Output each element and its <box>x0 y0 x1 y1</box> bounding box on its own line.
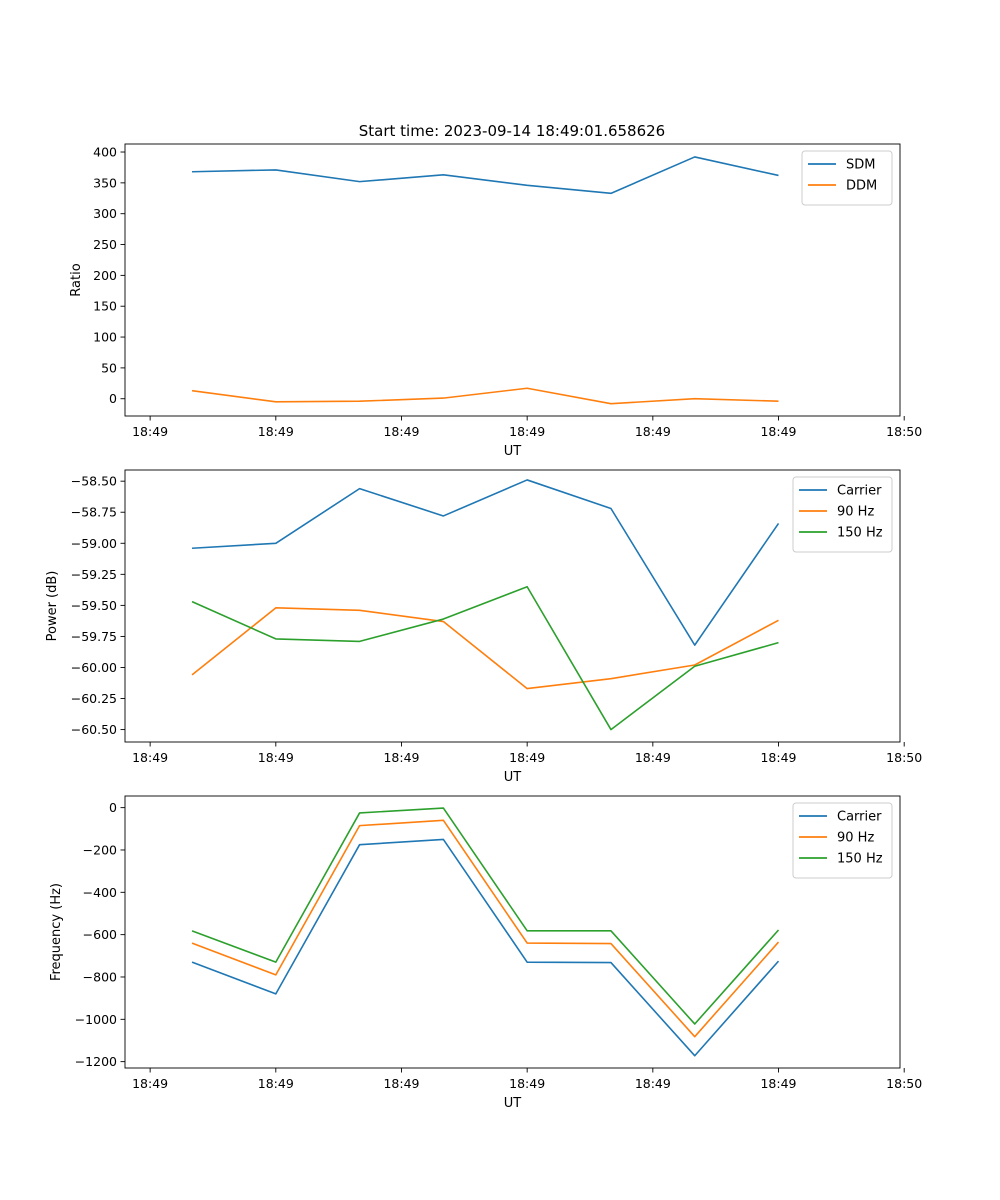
x-tick-label: 18:49 <box>760 750 796 765</box>
y-tick-label: 400 <box>93 145 117 160</box>
legend: Carrier 90 Hz 150 Hz <box>792 476 893 553</box>
y-tick-label: 350 <box>93 175 117 190</box>
series-line-carrier <box>191 838 780 1057</box>
x-axis-label: UT <box>504 444 522 459</box>
x-tick-label: 18:49 <box>509 1076 545 1091</box>
axes-frame <box>124 143 901 417</box>
series-line-sdm <box>192 156 779 195</box>
legend: Carrier 90 Hz 150 Hz <box>792 802 893 879</box>
axes-frame <box>124 795 901 1069</box>
x-tick-label: 18:49 <box>383 1076 419 1091</box>
y-tick-label: −200 <box>83 842 117 857</box>
y-tick-label: −600 <box>83 927 117 942</box>
y-tick-label: 50 <box>101 360 117 375</box>
y-tick-label: −1000 <box>75 1012 117 1027</box>
x-tick-label: 18:49 <box>132 1076 168 1091</box>
x-tick-label: 18:49 <box>258 1076 294 1091</box>
x-tick-label: 18:49 <box>760 424 796 439</box>
x-axis-label: UT <box>504 770 522 785</box>
x-tick-label: 18:49 <box>383 750 419 765</box>
x-tick-label: 18:49 <box>760 1076 796 1091</box>
legend-entry: Carrier <box>837 484 882 499</box>
series-line-carrier <box>191 479 780 646</box>
series-line-150-hz <box>191 585 779 731</box>
x-tick-label: 18:49 <box>635 1076 671 1091</box>
y-axis-label: Frequency (Hz) <box>49 883 64 981</box>
y-tick-label: 200 <box>93 268 117 283</box>
legend-entry: 150 Hz <box>837 852 883 867</box>
series-line-ddm <box>191 387 779 405</box>
y-tick-label: −800 <box>83 969 117 984</box>
x-tick-label: 18:50 <box>886 424 922 439</box>
y-tick-label: −58.50 <box>71 474 117 489</box>
y-tick-label: 300 <box>93 206 117 221</box>
legend-entry: DDM <box>846 179 877 194</box>
y-axis-label: Ratio <box>69 263 84 296</box>
legend-box <box>792 802 893 879</box>
y-tick-label: −400 <box>83 885 117 900</box>
y-tick-label: 150 <box>93 299 117 314</box>
series-line-90-hz <box>191 607 779 690</box>
y-tick-label: −60.00 <box>71 660 117 675</box>
y-tick-label: −59.25 <box>71 567 117 582</box>
legend-entry: 90 Hz <box>837 505 874 520</box>
y-tick-label: −59.75 <box>71 629 117 644</box>
x-tick-label: 18:50 <box>886 1076 922 1091</box>
y-tick-label: 100 <box>93 330 117 345</box>
chart-1: 18:49 18:49 18:49 18:49 18:49 18:49 18:50 UT 0 50… <box>69 143 922 459</box>
y-tick-label: −60.25 <box>71 691 117 706</box>
x-tick-label: 18:49 <box>132 424 168 439</box>
x-tick-label: 18:49 <box>635 750 671 765</box>
x-tick-label: 18:49 <box>509 424 545 439</box>
legend-entry: 90 Hz <box>837 831 874 846</box>
y-tick-label: −58.75 <box>71 505 117 520</box>
legend-entry: Carrier <box>837 810 882 825</box>
chart-3: 18:49 18:49 18:49 18:49 18:49 18:49 18:50 UT −12… <box>49 795 922 1111</box>
x-axis-label: UT <box>504 1096 522 1111</box>
series-line-90-hz <box>191 819 780 1038</box>
legend-entry: 150 Hz <box>837 526 883 541</box>
x-tick-label: 18:50 <box>886 750 922 765</box>
series-line-150-hz <box>191 807 780 1025</box>
x-tick-label: 18:49 <box>258 750 294 765</box>
x-tick-label: 18:49 <box>258 424 294 439</box>
y-tick-label: 0 <box>109 391 117 406</box>
y-tick-label: −59.00 <box>71 536 117 551</box>
axes-frame <box>124 469 901 743</box>
x-tick-label: 18:49 <box>635 424 671 439</box>
y-tick-label: −59.50 <box>71 598 117 613</box>
x-tick-label: 18:49 <box>132 750 168 765</box>
y-tick-label: 250 <box>93 237 117 252</box>
legend: SDM DDM <box>801 150 893 206</box>
figure-title: Start time: 2023-09-14 18:49:01.658626 <box>359 122 665 140</box>
legend-entry: SDM <box>846 158 875 173</box>
y-axis-label: Power (dB) <box>45 571 60 642</box>
y-tick-label: 0 <box>109 800 117 815</box>
y-tick-label: −1200 <box>75 1054 117 1069</box>
x-tick-label: 18:49 <box>383 424 419 439</box>
x-tick-label: 18:49 <box>509 750 545 765</box>
legend-box <box>792 476 893 553</box>
chart-2: 18:49 18:49 18:49 18:49 18:49 18:49 18:50 UT −60… <box>45 469 922 785</box>
y-tick-label: −60.50 <box>71 722 117 737</box>
